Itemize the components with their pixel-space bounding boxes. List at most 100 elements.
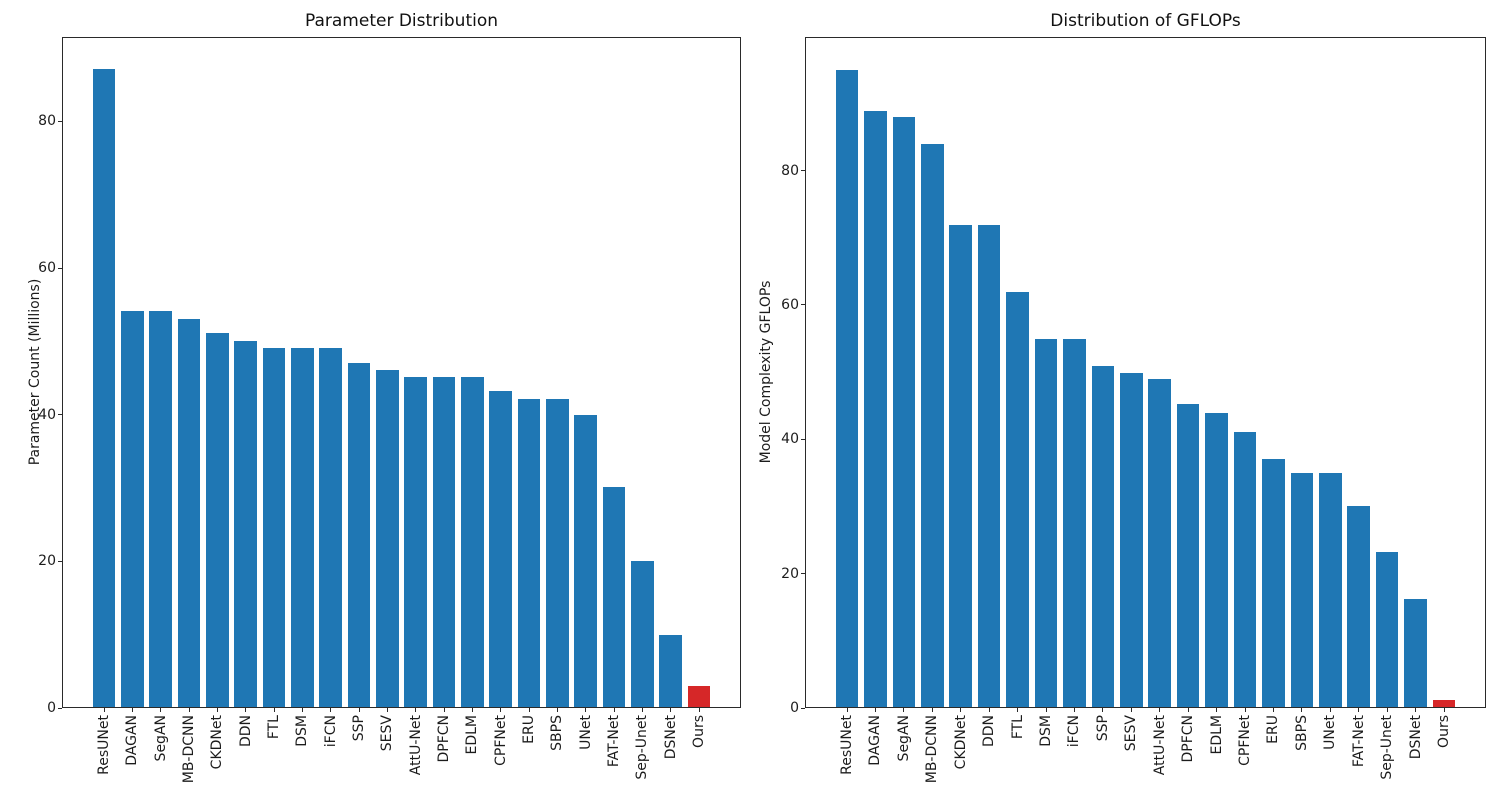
x-tick-label: ResUNet (839, 715, 855, 775)
x-tick-mark (931, 708, 933, 712)
y-tick-mark (58, 267, 62, 269)
y-tick-mark (58, 560, 62, 562)
bar-resunet (92, 69, 116, 708)
bar-ssp (347, 362, 371, 708)
bar-dagan (864, 110, 887, 708)
x-tick-label: SESV (379, 715, 396, 752)
x-tick-label: DDN (981, 715, 998, 748)
x-tick-mark (903, 708, 905, 712)
x-tick-mark (1244, 708, 1246, 712)
y-tick-mark (801, 707, 805, 709)
bar-ckdnet (205, 332, 229, 708)
bar-dpfcn (432, 377, 456, 708)
x-tick-label: FAT-Net (1350, 715, 1367, 768)
x-tick-label: MB-DCNN (924, 715, 941, 784)
bar-sep-unet (630, 561, 654, 708)
x-tick-mark (1017, 708, 1019, 712)
x-tick-mark (1415, 708, 1417, 712)
bar-ftl (1006, 291, 1029, 708)
x-tick-mark (415, 708, 417, 712)
x-tick-mark (471, 708, 473, 712)
bar-segan (892, 116, 916, 708)
x-tick-mark (613, 708, 615, 712)
bar-sbps (545, 398, 569, 708)
x-tick-label: Ours (1436, 715, 1452, 748)
bar-unet (574, 414, 597, 708)
x-tick-label: SSP (1094, 715, 1111, 742)
x-tick-label: Ours (691, 715, 707, 748)
x-tick-label: DSM (1038, 715, 1054, 747)
x-tick-mark (1073, 708, 1075, 712)
plot-area-parameter-distribution (62, 37, 741, 708)
bar-ddn (234, 340, 257, 708)
x-tick-mark (443, 708, 445, 712)
bar-fat-net (602, 486, 626, 708)
bar-ftl (262, 347, 286, 708)
x-tick-label: Sep-Unet (1379, 715, 1396, 780)
y-tick-label: 60 (38, 260, 56, 276)
bar-segan (149, 310, 172, 708)
x-tick-mark (188, 708, 190, 712)
x-tick-mark (641, 708, 643, 712)
x-tick-label: Sep-Unet (634, 715, 651, 780)
x-tick-label: SESV (1123, 715, 1140, 752)
bar-fat-net (1347, 506, 1371, 708)
x-tick-mark (273, 708, 275, 712)
x-tick-label: CPFNet (1237, 715, 1253, 766)
y-tick-mark (58, 414, 62, 416)
x-tick-mark (698, 708, 700, 712)
bar-ddn (977, 225, 1001, 708)
x-tick-label: DAGAN (124, 715, 141, 766)
chart-title-gflops-distribution: Distribution of GFLOPs (1050, 11, 1241, 31)
x-tick-mark (386, 708, 388, 712)
y-tick-label: 40 (781, 431, 799, 448)
bar-dpfcn (1176, 404, 1200, 708)
x-tick-label: DPFCN (1180, 715, 1197, 763)
y-tick-mark (801, 304, 805, 306)
x-tick-mark (1358, 708, 1360, 712)
bar-ours (1432, 699, 1456, 708)
x-tick-label: EDLM (464, 715, 481, 755)
bar-dsnet (659, 634, 682, 708)
bar-attu-net (1148, 378, 1172, 708)
x-tick-mark (1130, 708, 1132, 712)
x-tick-label: AttU-Net (1151, 715, 1168, 776)
bar-ssp (1091, 366, 1115, 708)
bar-dagan (120, 310, 144, 708)
bar-attu-net (404, 377, 427, 708)
x-tick-label: DDN (237, 715, 254, 748)
bar-ifcn (1063, 338, 1086, 708)
x-tick-label: DPFCN (436, 715, 452, 763)
y-tick-mark (801, 438, 805, 440)
x-tick-label: FTL (266, 715, 282, 740)
x-tick-mark (1329, 708, 1331, 712)
x-tick-mark (245, 708, 247, 712)
x-tick-mark (585, 708, 587, 712)
bar-sesv (1119, 372, 1143, 708)
y-tick-mark (801, 170, 805, 172)
x-tick-mark (160, 708, 162, 712)
x-tick-mark (131, 708, 133, 712)
x-tick-label: SBPS (1293, 715, 1310, 751)
x-tick-label: SegAN (895, 715, 912, 762)
x-tick-mark (528, 708, 530, 712)
x-tick-mark (1216, 708, 1218, 712)
y-tick-label: 20 (781, 565, 799, 582)
bar-mb-dcnn (177, 318, 201, 708)
bar-sesv (375, 369, 399, 708)
x-tick-label: UNet (1322, 715, 1339, 750)
x-tick-mark (960, 708, 962, 712)
x-tick-label: ERU (1265, 715, 1282, 744)
chart-title-parameter-distribution: Parameter Distribution (304, 11, 499, 31)
x-tick-mark (1045, 708, 1047, 712)
x-tick-label: SSP (351, 715, 367, 742)
bar-dsm (290, 347, 314, 708)
bar-eru (517, 398, 541, 708)
x-tick-mark (556, 708, 558, 712)
x-tick-mark (846, 708, 848, 712)
y-tick-label: 60 (781, 296, 799, 313)
bar-unet (1318, 472, 1342, 708)
x-tick-mark (358, 708, 360, 712)
y-tick-mark (801, 573, 805, 575)
